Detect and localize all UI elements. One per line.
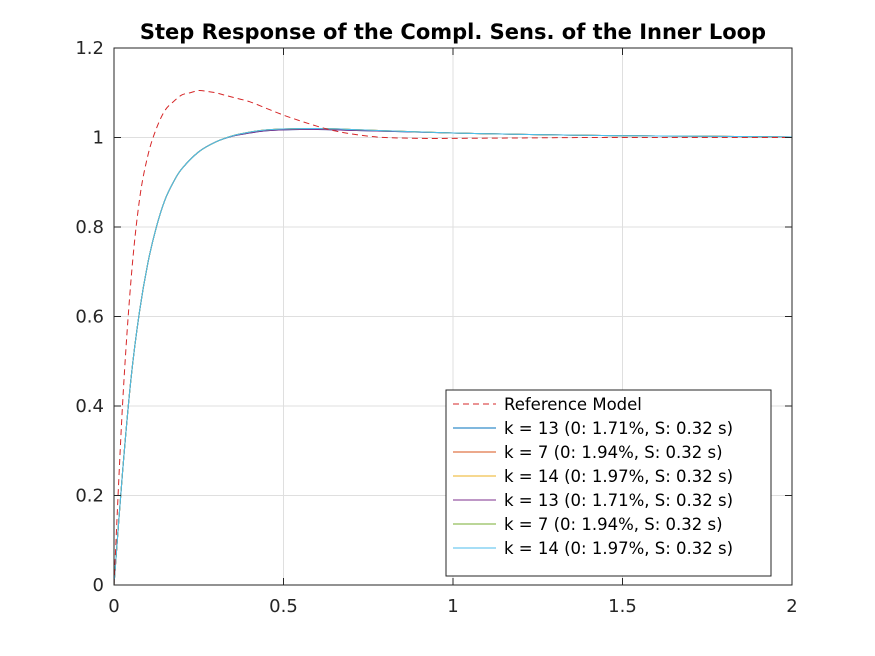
- y-tick-label: 1: [93, 128, 104, 149]
- legend-box: [445, 389, 772, 577]
- legend-label: k = 7 (0: 1.94%, S: 0.32 s): [504, 443, 723, 462]
- y-tick-label: 0.2: [75, 486, 104, 507]
- y-tick-label: 0.4: [75, 396, 104, 417]
- legend-label: k = 13 (0: 1.71%, S: 0.32 s): [504, 419, 733, 438]
- x-tick-label: 0: [108, 596, 119, 617]
- legend-label: k = 7 (0: 1.94%, S: 0.32 s): [504, 515, 723, 534]
- x-tick-label: 1.5: [608, 596, 637, 617]
- legend-label: k = 13 (0: 1.71%, S: 0.32 s): [504, 491, 733, 510]
- series-line-0: [113, 89, 792, 586]
- legend-label: Reference Model: [504, 395, 642, 414]
- legend-label: k = 14 (0: 1.97%, S: 0.32 s): [504, 467, 733, 486]
- axis-ticks: 0 0.5 1 1.5 2 0 0.2 0.4 0.6 0.8 1 1.2: [75, 38, 797, 617]
- y-tick-label: 0.6: [75, 307, 104, 328]
- series-line-6: [113, 128, 793, 586]
- legend-label: k = 14 (0: 1.97%, S: 0.32 s): [504, 539, 733, 558]
- legend: Reference Model k = 13 (0: 1.71%, S: 0.32…: [445, 389, 772, 577]
- x-tick-label: 2: [786, 596, 797, 617]
- x-tick-label: 0.5: [269, 596, 298, 617]
- y-tick-label: 0: [93, 575, 104, 596]
- x-tick-label: 1: [447, 596, 458, 617]
- series-lines: [113, 89, 793, 586]
- y-tick-label: 1.2: [75, 38, 104, 59]
- chart-title: Step Response of the Compl. Sens. of the…: [140, 20, 766, 44]
- y-tick-label: 0.8: [75, 217, 104, 238]
